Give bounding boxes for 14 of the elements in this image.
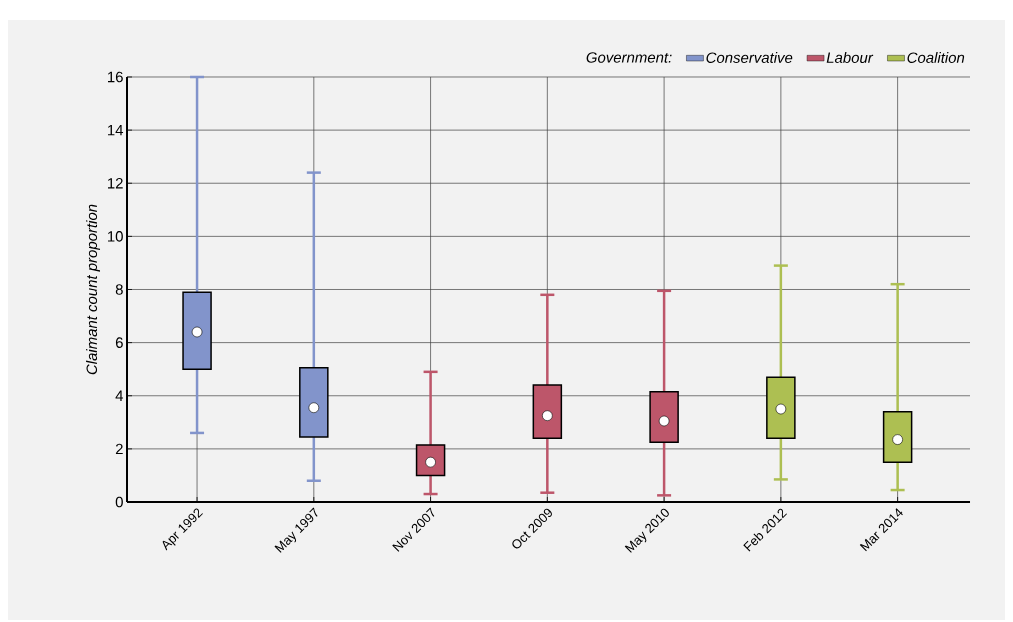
legend-label: Conservative — [706, 51, 793, 63]
y-tick-label: 12 — [108, 178, 123, 189]
y-tick-label: 4 — [115, 390, 124, 401]
y-tick-label: 6 — [115, 337, 123, 348]
legend-label: Labour — [826, 51, 874, 63]
y-tick-label: 0 — [115, 496, 123, 508]
y-tick-label: 10 — [108, 231, 123, 242]
y-tick-label: 16 — [108, 71, 123, 83]
legend-title: Government: — [586, 52, 672, 63]
y-tick-label: 14 — [108, 124, 124, 136]
legend-label: Coalition — [907, 51, 965, 63]
y-axis-title: Claimant count proportion — [86, 204, 101, 375]
y-tick-label: 2 — [115, 443, 123, 455]
y-tick-label: 8 — [115, 284, 123, 295]
